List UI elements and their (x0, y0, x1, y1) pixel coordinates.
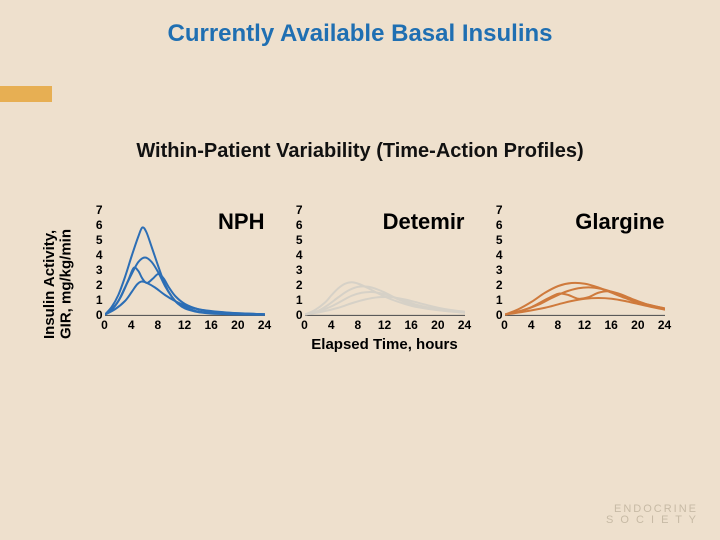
logo: ENDOCRINE S O C I E T Y (606, 504, 698, 526)
y-axis-label: Insulin Activity, GIR, mg/kg/min (42, 211, 75, 339)
xtick: 8 (148, 318, 168, 332)
xtick: 20 (428, 318, 448, 332)
xtick: 8 (548, 318, 568, 332)
x-axis-label: Elapsed Time, hours (305, 336, 465, 353)
logo-line2: S O C I E T Y (606, 515, 698, 526)
series-nph-0 (105, 227, 265, 314)
ytick: 1 (89, 293, 103, 307)
ytick: 6 (289, 218, 303, 232)
xtick: 4 (321, 318, 341, 332)
xtick: 24 (255, 318, 275, 332)
ytick: 1 (489, 293, 503, 307)
xtick: 24 (655, 318, 675, 332)
charts-row: Insulin Activity, GIR, mg/kg/min NPH0123… (0, 211, 720, 339)
xtick: 16 (601, 318, 621, 332)
ytick: 7 (289, 203, 303, 217)
xtick: 12 (375, 318, 395, 332)
xtick: 20 (228, 318, 248, 332)
ytick: 4 (289, 248, 303, 262)
xtick: 20 (628, 318, 648, 332)
ytick: 3 (489, 263, 503, 277)
ytick: 6 (89, 218, 103, 232)
xtick: 12 (575, 318, 595, 332)
xtick: 0 (95, 318, 115, 332)
xtick: 0 (295, 318, 315, 332)
chart-svg-nph (105, 211, 265, 316)
chart-glargine: Glargine0123456704812162024 (487, 211, 671, 336)
y-axis-label-line1: Insulin Activity, (41, 229, 58, 338)
ytick: 5 (289, 233, 303, 247)
y-axis-label-line2: GIR, mg/kg/min (57, 229, 74, 339)
xtick: 4 (521, 318, 541, 332)
xtick: 0 (495, 318, 515, 332)
accent-bar (0, 86, 52, 102)
series-glargine-3 (505, 298, 665, 315)
xtick: 8 (348, 318, 368, 332)
ytick: 6 (489, 218, 503, 232)
xtick: 12 (175, 318, 195, 332)
ytick: 7 (489, 203, 503, 217)
ytick: 5 (489, 233, 503, 247)
chart-svg-detemir (305, 211, 465, 316)
ytick: 1 (289, 293, 303, 307)
xtick: 4 (121, 318, 141, 332)
ytick: 5 (89, 233, 103, 247)
ytick: 3 (89, 263, 103, 277)
xtick: 16 (201, 318, 221, 332)
chart-detemir: Detemir0123456704812162024Elapsed Time, … (287, 211, 471, 336)
ytick: 7 (89, 203, 103, 217)
ytick: 3 (289, 263, 303, 277)
page-title: Currently Available Basal Insulins (0, 0, 720, 48)
ytick: 4 (89, 248, 103, 262)
chart-svg-glargine (505, 211, 665, 316)
ytick: 2 (89, 278, 103, 292)
chart-nph: NPH0123456704812162024 (87, 211, 271, 336)
ytick: 4 (489, 248, 503, 262)
ytick: 2 (489, 278, 503, 292)
xtick: 16 (401, 318, 421, 332)
ytick: 2 (289, 278, 303, 292)
subtitle: Within-Patient Variability (Time-Action … (0, 140, 720, 163)
xtick: 24 (455, 318, 475, 332)
